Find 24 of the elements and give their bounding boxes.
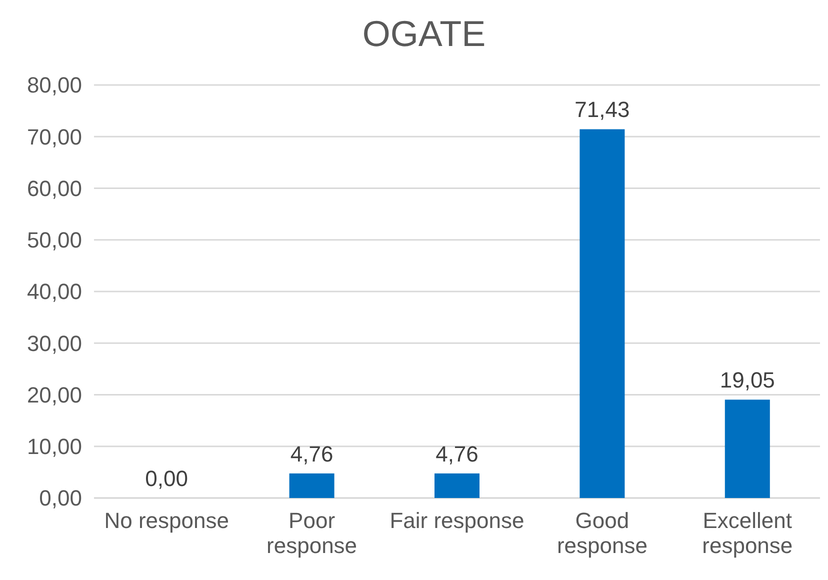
data-label: 71,43 (574, 97, 630, 122)
x-tick-label: Fair response (390, 508, 524, 533)
y-tick-label: 80,00 (26, 72, 82, 98)
bar (724, 400, 770, 498)
x-tick-label: Poor response (266, 508, 358, 558)
y-tick-label: 40,00 (26, 279, 82, 304)
bar (289, 473, 334, 498)
y-tick-label: 70,00 (26, 124, 82, 150)
y-tick-label: 0,00 (39, 486, 82, 511)
chart-title: OGATE (362, 13, 486, 54)
y-tick-label: 60,00 (26, 176, 82, 201)
x-tick-label: Good response (556, 508, 648, 558)
x-tick-label: No response (104, 508, 229, 533)
data-label: 4,76 (290, 441, 334, 466)
data-label: 0,00 (145, 466, 188, 491)
y-tick-label: 20,00 (26, 382, 82, 408)
data-label: 4,76 (436, 441, 478, 466)
y-tick-label: 30,00 (26, 330, 82, 356)
y-tick-label: 10,00 (26, 434, 82, 460)
bar (580, 129, 625, 498)
data-label: 19,05 (720, 368, 775, 393)
x-tick-label: Excellent response (702, 508, 793, 558)
bar (434, 473, 480, 498)
y-tick-label: 50,00 (26, 228, 82, 253)
